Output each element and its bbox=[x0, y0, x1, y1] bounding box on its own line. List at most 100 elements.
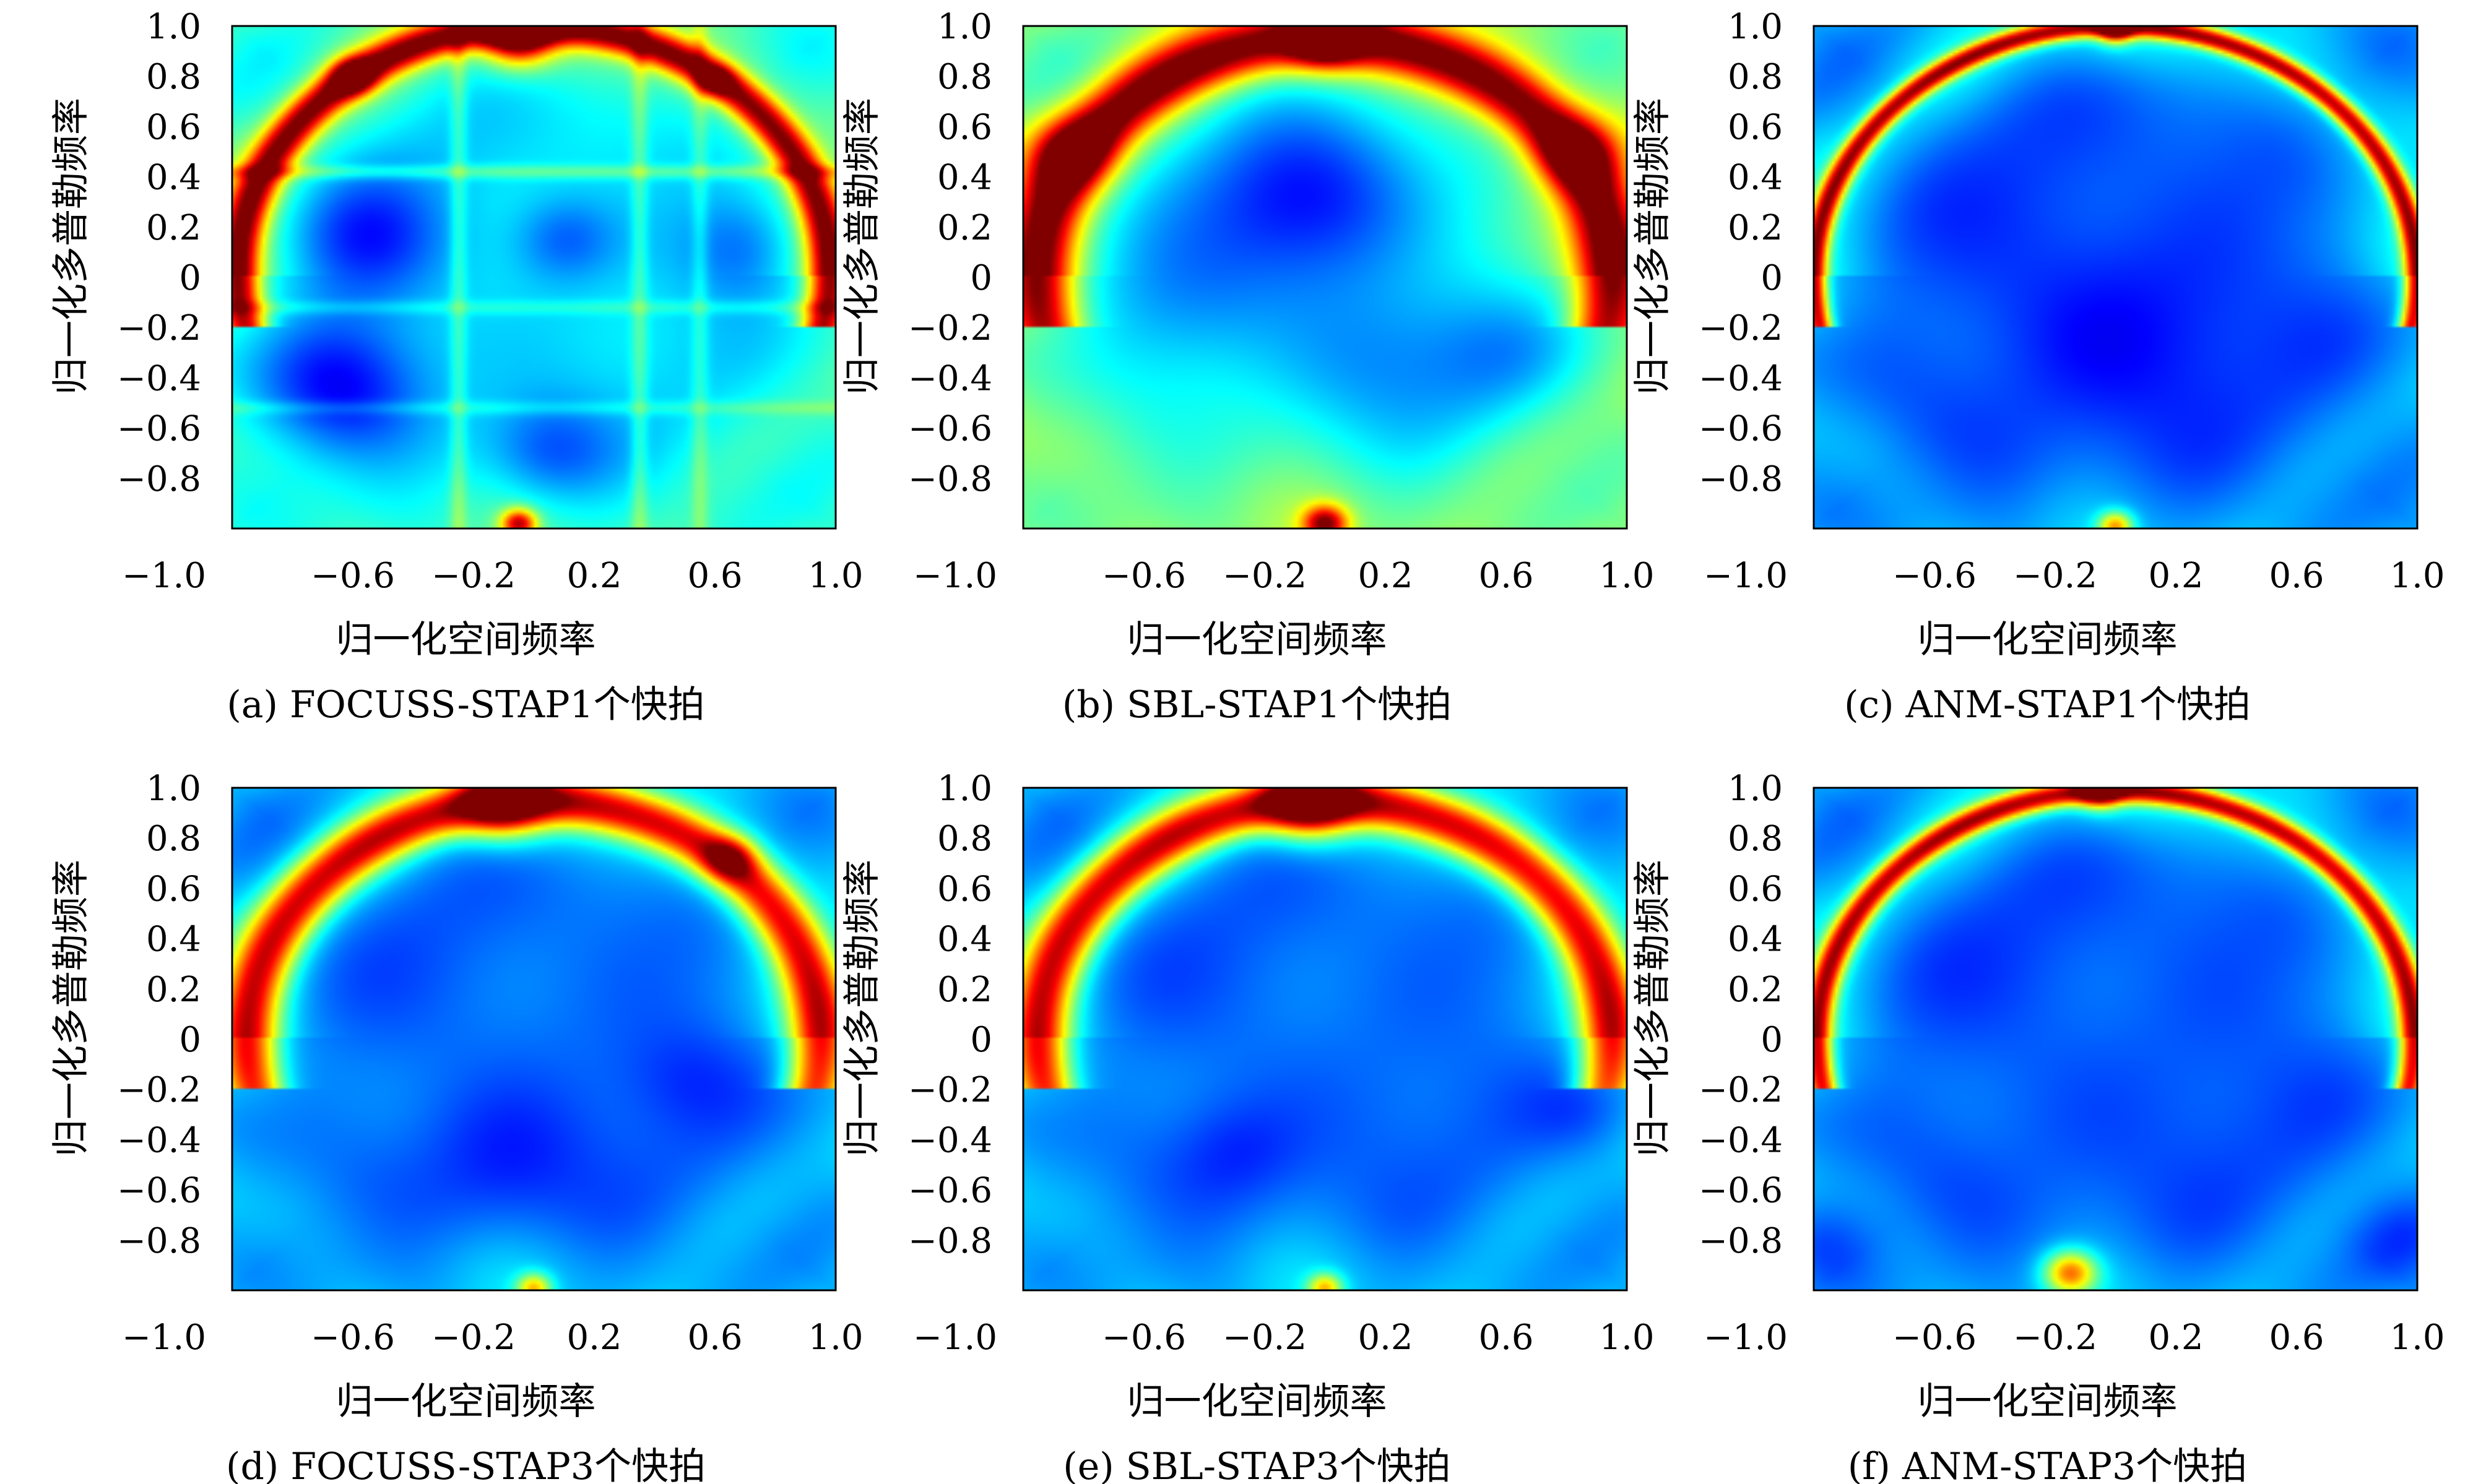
x-tick-label: −0.2 bbox=[1223, 556, 1307, 596]
subplot-caption: (c) ANM-STAP1个快拍 bbox=[1844, 683, 2251, 727]
subplot-a: −1.0 −0.6 −0.2 0.2 0.6 1.0 1.0 0.8 0.6 0.4 0.2 0 −0.… bbox=[50, 7, 864, 727]
y-tick-label: −0.6 bbox=[908, 1171, 992, 1211]
y-tick-label: 0.6 bbox=[1728, 107, 1783, 147]
x-tick-label: −0.2 bbox=[431, 556, 516, 596]
x-tick-label: 1.0 bbox=[1599, 556, 1654, 596]
y-tick-label: 0.4 bbox=[937, 158, 992, 198]
x-tick-label: −0.6 bbox=[1892, 1318, 1977, 1358]
y-tick-label: 0.2 bbox=[937, 970, 992, 1010]
y-tick-label: −0.6 bbox=[1699, 409, 1783, 449]
x-tick-label: −0.6 bbox=[311, 556, 395, 596]
y-tick-label: 0.6 bbox=[1728, 869, 1783, 909]
x-tick-label: −1.0 bbox=[1704, 1318, 1788, 1358]
y-tick-label: 1.0 bbox=[1728, 7, 1783, 47]
subplot-caption: (f) ANM-STAP3个快拍 bbox=[1848, 1445, 2247, 1484]
y-tick-label: −0.8 bbox=[1699, 1221, 1783, 1261]
y-tick-label: 0.2 bbox=[146, 970, 201, 1010]
x-tick-label: 0.2 bbox=[2148, 1318, 2203, 1358]
y-tick-label: 0.6 bbox=[146, 107, 201, 147]
y-tick-label: 0.8 bbox=[146, 819, 201, 859]
x-tick-label: −0.6 bbox=[1102, 1318, 1186, 1358]
heatmap-image bbox=[1023, 26, 1627, 528]
y-tick-label: 0 bbox=[1761, 1020, 1783, 1060]
y-tick-label: 1.0 bbox=[146, 7, 201, 47]
y-tick-label: 0.6 bbox=[146, 869, 201, 909]
x-tick-label: 0.2 bbox=[566, 556, 622, 596]
x-tick-label: 0.2 bbox=[566, 1318, 622, 1358]
heatmap-image bbox=[1814, 26, 2417, 528]
x-tick-label: 1.0 bbox=[808, 556, 863, 596]
subplot-b: −1.0 −0.6 −0.2 0.2 0.6 1.0 1.0 0.8 0.6 0.4 0.2 0 −0.… bbox=[841, 7, 1655, 727]
y-tick-label: 1.0 bbox=[937, 769, 992, 809]
y-tick-label: 0.8 bbox=[1728, 819, 1783, 859]
x-tick-label: 0.6 bbox=[1478, 1318, 1533, 1358]
y-tick-label: 0 bbox=[179, 1020, 201, 1060]
y-tick-label: 0.8 bbox=[146, 57, 201, 97]
plot-frame bbox=[1022, 787, 1628, 1292]
y-tick-label: −0.4 bbox=[908, 358, 992, 399]
plot-frame bbox=[231, 787, 837, 1292]
x-tick-label: −0.6 bbox=[1892, 556, 1977, 596]
x-tick-label: 0.2 bbox=[2148, 556, 2203, 596]
x-tick-label: −1.0 bbox=[122, 1318, 206, 1358]
y-tick-label: 1.0 bbox=[1728, 769, 1783, 809]
x-tick-label: 0.6 bbox=[2269, 1318, 2324, 1358]
y-axis-label: 归一化多普勒频率 bbox=[1631, 98, 1674, 395]
subplot-caption: (d) FOCUSS-STAP3个快拍 bbox=[226, 1445, 706, 1484]
y-tick-label: −0.6 bbox=[908, 409, 992, 449]
x-tick-label: 0.2 bbox=[1358, 1318, 1413, 1358]
x-tick-label: −1.0 bbox=[913, 1318, 997, 1358]
x-tick-label: 1.0 bbox=[808, 1318, 863, 1358]
y-tick-label: −0.4 bbox=[1699, 358, 1783, 399]
x-tick-label: 1.0 bbox=[2389, 556, 2445, 596]
x-tick-label: −1.0 bbox=[122, 556, 206, 596]
y-tick-label: 0.6 bbox=[937, 107, 992, 147]
y-tick-label: 0.4 bbox=[1728, 920, 1783, 960]
x-tick-label: 0.6 bbox=[687, 556, 742, 596]
y-tick-label: 0.4 bbox=[146, 158, 201, 198]
y-tick-label: −0.2 bbox=[908, 308, 992, 348]
x-tick-label: 0.6 bbox=[2269, 556, 2324, 596]
y-tick-label: 0.6 bbox=[937, 869, 992, 909]
y-axis-label: 归一化多普勒频率 bbox=[50, 98, 93, 395]
plot-frame bbox=[1813, 25, 2419, 530]
x-tick-label: 1.0 bbox=[2389, 1318, 2445, 1358]
heatmap-image bbox=[232, 788, 836, 1290]
x-tick-label: 0.2 bbox=[1358, 556, 1413, 596]
y-tick-label: −0.6 bbox=[117, 1171, 201, 1211]
y-tick-label: 0 bbox=[970, 258, 992, 298]
y-tick-label: 0.2 bbox=[1728, 970, 1783, 1010]
y-tick-label: −0.2 bbox=[908, 1070, 992, 1110]
y-tick-label: −0.8 bbox=[908, 1221, 992, 1261]
x-axis-label: 归一化空间频率 bbox=[1918, 618, 2178, 662]
heatmap-image bbox=[232, 26, 836, 528]
subplot-caption: (b) SBL-STAP1个快拍 bbox=[1062, 683, 1452, 727]
y-axis-label: 归一化多普勒频率 bbox=[1631, 860, 1674, 1157]
y-tick-label: −0.8 bbox=[117, 459, 201, 499]
x-tick-label: −0.2 bbox=[1223, 1318, 1307, 1358]
x-tick-label: 0.6 bbox=[1478, 556, 1533, 596]
y-axis-label: 归一化多普勒频率 bbox=[841, 98, 884, 395]
y-tick-label: −0.4 bbox=[1699, 1120, 1783, 1160]
y-tick-label: 0 bbox=[179, 258, 201, 298]
y-tick-label: −0.2 bbox=[117, 308, 201, 348]
y-tick-label: 0 bbox=[1761, 258, 1783, 298]
x-tick-label: −0.6 bbox=[311, 1318, 395, 1358]
y-tick-label: −0.4 bbox=[908, 1120, 992, 1160]
subplot-c: −1.0 −0.6 −0.2 0.2 0.6 1.0 1.0 0.8 0.6 0.4 0.2 0 −0.… bbox=[1631, 7, 2445, 727]
subplot-caption: (e) SBL-STAP3个快拍 bbox=[1063, 1445, 1450, 1484]
x-axis-label: 归一化空间频率 bbox=[1918, 1380, 2178, 1423]
y-axis-label: 归一化多普勒频率 bbox=[841, 860, 884, 1157]
y-tick-label: 0.4 bbox=[146, 920, 201, 960]
y-axis-label: 归一化多普勒频率 bbox=[50, 860, 93, 1157]
y-tick-label: 0.2 bbox=[1728, 208, 1783, 248]
subplot-caption: (a) FOCUSS-STAP1个快拍 bbox=[227, 683, 704, 727]
y-tick-label: −0.4 bbox=[117, 1120, 201, 1160]
y-tick-label: −0.8 bbox=[1699, 459, 1783, 499]
y-tick-label: 0.2 bbox=[146, 208, 201, 248]
x-tick-label: −0.6 bbox=[1102, 556, 1186, 596]
y-tick-label: −0.8 bbox=[117, 1221, 201, 1261]
subplot-e: −1.0 −0.6 −0.2 0.2 0.6 1.0 1.0 0.8 0.6 0.4 0.2 0 −0.… bbox=[841, 769, 1655, 1484]
y-tick-label: 1.0 bbox=[937, 7, 992, 47]
